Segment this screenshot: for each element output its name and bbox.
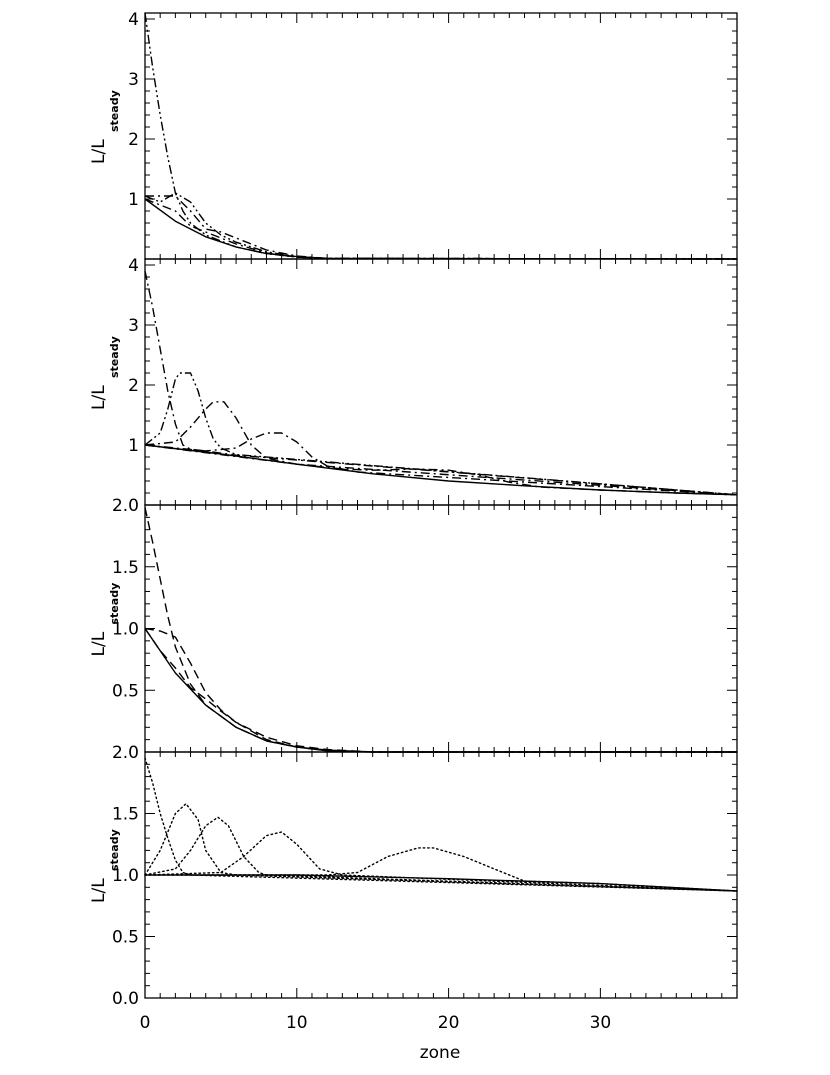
y-axis-label: L/L bbox=[89, 385, 109, 410]
panel-frame bbox=[144, 12, 738, 260]
panel-1: 1 2 3 4 L/L steady bbox=[89, 10, 738, 260]
series-line-3 bbox=[144, 507, 737, 753]
panel-2: 1 2 3 4 L/L steady bbox=[89, 256, 738, 506]
series-line-1 bbox=[144, 198, 738, 260]
series-line-2 bbox=[144, 757, 738, 892]
series-line-5 bbox=[144, 432, 738, 496]
series-line-2 bbox=[144, 198, 738, 260]
y-tick-label: 2 bbox=[128, 376, 139, 396]
y-tick-label: 1.0 bbox=[112, 620, 139, 640]
panel-frame bbox=[144, 258, 738, 506]
x-axis-label: zone bbox=[420, 1043, 461, 1063]
series-line-4 bbox=[144, 192, 738, 260]
y-tick-label: 0.5 bbox=[112, 681, 139, 701]
panel-3: 0.5 1.0 1.5 2.0 L/L steady bbox=[89, 496, 738, 753]
panel-4: 0.0 0.5 1.0 1.5 2.0 L/L steady 0 10 20 30 bbox=[89, 743, 738, 1033]
series-line-3 bbox=[144, 803, 738, 892]
series-line-4 bbox=[144, 401, 738, 496]
y-tick-label: 2.0 bbox=[112, 496, 139, 516]
y-axis-label-subscript: steady bbox=[108, 90, 121, 132]
y-tick-label: 4 bbox=[128, 256, 139, 276]
y-axis-label: L/L bbox=[89, 631, 109, 656]
y-axis-label-subscript: steady bbox=[108, 583, 121, 625]
series-line-6 bbox=[144, 444, 738, 496]
x-tick-label: 10 bbox=[286, 1013, 308, 1033]
panels: 1 2 3 4 L/L steady 1 2 3 4 L/L steady 0.5 1.0 1.5 2.0 L/… bbox=[89, 10, 738, 1033]
y-tick-label: 2 bbox=[128, 130, 139, 150]
series-line-4 bbox=[144, 816, 738, 892]
series-line-4 bbox=[144, 628, 737, 753]
y-tick-label: 1.5 bbox=[112, 805, 139, 825]
y-tick-label: 1 bbox=[128, 436, 139, 456]
y-axis-label-subscript: steady bbox=[108, 829, 121, 871]
y-axis-label: L/L bbox=[89, 139, 109, 164]
y-tick-label: 3 bbox=[128, 70, 139, 90]
series-line-1 bbox=[144, 628, 737, 753]
y-tick-label: 2.0 bbox=[112, 743, 139, 763]
y-tick-label: 1.0 bbox=[112, 866, 139, 886]
y-tick-label: 0.0 bbox=[112, 989, 139, 1009]
y-axis-label: L/L bbox=[89, 878, 109, 903]
series-line-2 bbox=[144, 270, 738, 496]
y-tick-label: 3 bbox=[128, 316, 139, 336]
panel-frame bbox=[144, 504, 738, 753]
x-tick-label: 0 bbox=[140, 1013, 151, 1033]
y-tick-label: 1.5 bbox=[112, 558, 139, 578]
series-line-3 bbox=[145, 195, 738, 260]
series-line-2 bbox=[144, 627, 737, 753]
series-line-5 bbox=[144, 831, 738, 892]
y-tick-label: 0.5 bbox=[112, 928, 139, 948]
series-line-6 bbox=[144, 847, 738, 892]
series-line-5 bbox=[144, 12, 738, 260]
x-tick-label: 30 bbox=[590, 1013, 612, 1033]
x-tick-label: 20 bbox=[438, 1013, 460, 1033]
y-tick-label: 4 bbox=[128, 10, 139, 30]
y-axis-label-subscript: steady bbox=[108, 336, 121, 378]
y-tick-label: 1 bbox=[128, 190, 139, 210]
